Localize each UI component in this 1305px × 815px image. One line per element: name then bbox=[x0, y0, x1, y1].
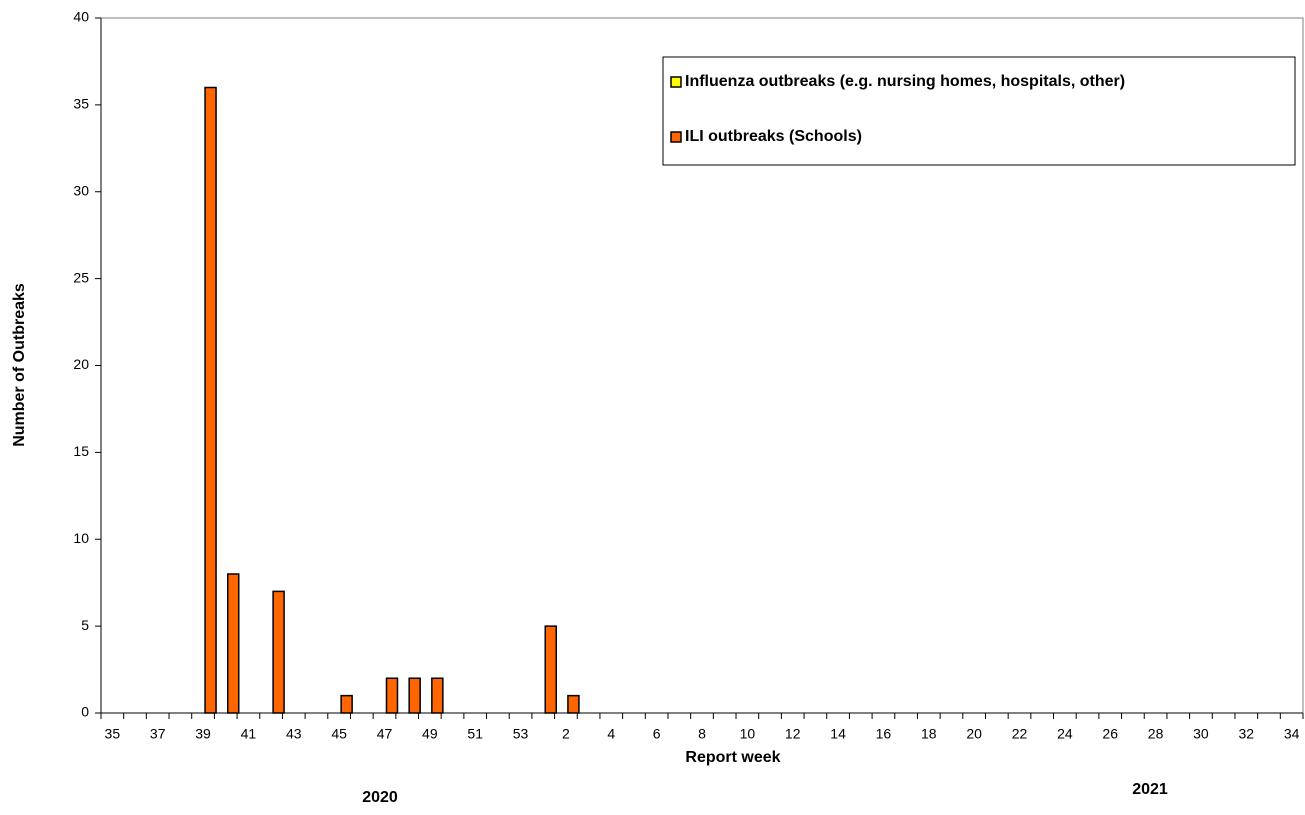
y-tick-label: 30 bbox=[73, 182, 89, 198]
x-tick-label: 41 bbox=[241, 726, 257, 742]
year-label: 2020 bbox=[362, 789, 398, 806]
x-tick-label: 4 bbox=[607, 726, 615, 742]
bar bbox=[544, 625, 557, 714]
bar bbox=[408, 677, 421, 714]
bar bbox=[204, 86, 217, 714]
legend-swatch bbox=[670, 76, 682, 88]
y-tick-label: 25 bbox=[73, 269, 89, 285]
x-tick-label: 16 bbox=[876, 726, 892, 742]
x-tick-label: 34 bbox=[1284, 726, 1300, 742]
y-tick-label: 35 bbox=[73, 96, 89, 112]
x-tick-label: 45 bbox=[331, 726, 347, 742]
x-tick-label: 51 bbox=[467, 726, 483, 742]
year-label: 2021 bbox=[1132, 781, 1168, 798]
x-tick-label: 22 bbox=[1012, 726, 1028, 742]
x-tick-label: 6 bbox=[653, 726, 661, 742]
x-tick-label: 8 bbox=[698, 726, 706, 742]
x-tick-label: 37 bbox=[150, 726, 166, 742]
legend-label: Influenza outbreaks (e.g. nursing homes,… bbox=[685, 73, 1125, 90]
x-tick-label: 20 bbox=[966, 726, 982, 742]
legend-swatch bbox=[670, 131, 682, 143]
x-tick-label: 53 bbox=[513, 726, 529, 742]
bar bbox=[567, 694, 580, 714]
bar bbox=[226, 573, 240, 714]
x-tick-label: 32 bbox=[1239, 726, 1255, 742]
x-tick-label: 14 bbox=[830, 726, 846, 742]
y-tick-label: 5 bbox=[81, 617, 89, 633]
x-axis-label: Report week bbox=[685, 749, 780, 766]
x-tick-label: 47 bbox=[377, 726, 393, 742]
bar bbox=[340, 694, 353, 714]
x-tick-label: 18 bbox=[921, 726, 937, 742]
x-tick-label: 30 bbox=[1193, 726, 1209, 742]
x-tick-label: 12 bbox=[785, 726, 801, 742]
y-tick-label: 10 bbox=[73, 530, 89, 546]
x-tick-label: 2 bbox=[562, 726, 570, 742]
x-tick-label: 43 bbox=[286, 726, 302, 742]
legend-label: ILI outbreaks (Schools) bbox=[685, 128, 862, 145]
y-tick-label: 0 bbox=[81, 704, 89, 720]
x-tick-label: 35 bbox=[105, 726, 121, 742]
y-tick-label: 15 bbox=[73, 443, 89, 459]
x-tick-label: 10 bbox=[740, 726, 756, 742]
x-tick-label: 39 bbox=[195, 726, 211, 742]
y-tick-label: 40 bbox=[73, 9, 89, 25]
y-axis-label: Number of Outbreaks bbox=[11, 283, 28, 447]
x-tick-label: 26 bbox=[1102, 726, 1118, 742]
x-tick-label: 49 bbox=[422, 726, 438, 742]
x-tick-label: 28 bbox=[1148, 726, 1164, 742]
bar bbox=[272, 590, 285, 714]
bar bbox=[385, 677, 399, 714]
x-tick-label: 24 bbox=[1057, 726, 1073, 742]
legend-box bbox=[662, 56, 1296, 166]
bar bbox=[431, 677, 444, 714]
y-tick-label: 20 bbox=[73, 356, 89, 372]
